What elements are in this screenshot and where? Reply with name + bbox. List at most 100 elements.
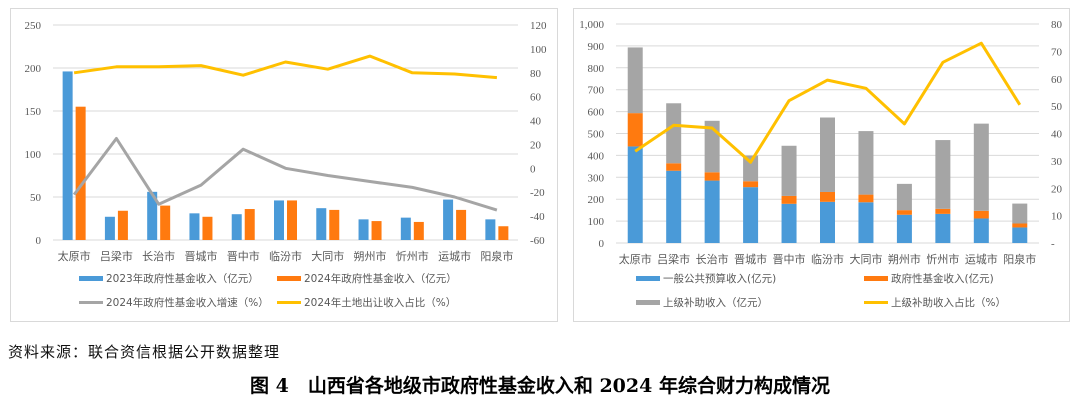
y-right-tick-label: 60 <box>1051 74 1063 86</box>
y-left-tick-label: 1,000 <box>579 19 604 31</box>
x-category-label: 长治市 <box>142 249 175 263</box>
series-line <box>72 137 498 212</box>
bar-segment <box>973 210 989 219</box>
bar <box>202 216 213 240</box>
bar <box>456 209 467 240</box>
legend-label: 一般公共预算收入(亿元) <box>663 273 777 285</box>
bar-segment <box>858 194 874 203</box>
y-left-tick-label: 900 <box>588 41 605 53</box>
y-left-tick-label: 0 <box>36 235 42 247</box>
bar-segment <box>666 163 682 171</box>
legend-label: 上级补助收入占比（%） <box>891 297 1006 309</box>
x-category-label: 晋中市 <box>227 249 260 263</box>
bar-segment <box>781 145 797 196</box>
series-line <box>634 41 1022 164</box>
y-left-tick-label: 500 <box>588 129 605 141</box>
y-right-tick-label: 0 <box>530 163 536 175</box>
bar <box>413 221 424 240</box>
bar-segment <box>1012 223 1028 228</box>
y-right-tick-label: 120 <box>530 20 547 32</box>
fiscal-composition-chart: 0 100 200 300 400 500 600 700 800 900 1,000 - 10 20 30… <box>579 19 1063 266</box>
bar-segment <box>820 191 835 202</box>
y-left-tick-label: 700 <box>588 85 605 97</box>
y-right-tick-label: 70 <box>1051 46 1063 58</box>
y-right-tick-label: 40 <box>1051 129 1063 141</box>
fund-income-chart-panel: 0 50 100 150 200 250 -60 -40 -20 0 20 40 60 80 100 120 太… <box>10 8 558 322</box>
legend-swatch <box>636 300 660 305</box>
y-right-tick-label: 100 <box>530 44 547 56</box>
x-category-label: 晋城市 <box>184 249 217 263</box>
fiscal-composition-chart-panel: 0 100 200 300 400 500 600 700 800 900 1,000 - 10 20 30… <box>573 8 1070 322</box>
x-category-label: 太原市 <box>619 252 652 266</box>
bar <box>358 219 369 240</box>
bar <box>160 205 171 240</box>
series-line <box>73 54 498 80</box>
legend-label: 上级补助收入（亿元） <box>663 297 768 309</box>
x-category-label: 临汾市 <box>269 249 302 263</box>
legend-label: 政府性基金收入(亿元) <box>891 273 994 285</box>
bar-segment <box>820 201 835 243</box>
bar-segment <box>704 172 720 181</box>
bar-segment <box>666 170 682 243</box>
bar-segment <box>627 47 643 114</box>
y-right-tick-label: 40 <box>530 116 542 128</box>
y-left-tick-label: 400 <box>588 150 605 162</box>
x-category-label: 太原市 <box>58 249 91 263</box>
x-category-label: 长治市 <box>696 252 729 266</box>
bar <box>316 208 327 240</box>
bar <box>75 106 86 240</box>
y-left-tick-label: 50 <box>30 192 42 204</box>
x-category-label: 运城市 <box>965 252 998 266</box>
bar-segment <box>858 131 874 195</box>
legend-label: 2023年政府性基金收入（亿元） <box>106 273 259 285</box>
y-right-tick-label: -40 <box>530 211 545 223</box>
legend-item-transfer-income: 上级补助收入（亿元） <box>636 295 768 310</box>
x-category-label: 忻州市 <box>926 252 959 266</box>
legend-swatch <box>277 276 301 281</box>
y-right-tick-label: 50 <box>1051 101 1063 113</box>
y-left-tick-label: 100 <box>588 216 605 228</box>
legend-item-2023-fund-income: 2023年政府性基金收入（亿元） <box>79 271 259 286</box>
bar-segment <box>704 120 720 173</box>
x-category-label: 运城市 <box>438 249 471 263</box>
x-category-label: 阳泉市 <box>1003 252 1036 266</box>
legend-item-2024-fund-income: 2024年政府性基金收入（亿元） <box>277 271 457 286</box>
y-left-tick-label: 100 <box>25 149 42 161</box>
bar <box>244 209 255 240</box>
bar <box>231 214 242 240</box>
bar-segment <box>666 103 682 164</box>
legend-swatch <box>864 301 888 304</box>
y-right-tick-label: 80 <box>530 68 542 80</box>
bar-segment <box>896 183 912 211</box>
y-left-tick-label: 0 <box>599 238 605 250</box>
legend-item-fund-growth: 2024年政府性基金收入增速（%） <box>79 295 269 310</box>
x-category-label: 临汾市 <box>811 252 844 266</box>
bar-segment <box>704 180 720 243</box>
legend-swatch <box>864 276 888 281</box>
bar-segment <box>743 181 759 188</box>
y-right-tick-label: 80 <box>1051 19 1063 31</box>
bar <box>485 219 496 240</box>
source-note: 资料来源：联合资信根据公开数据整理 <box>8 343 281 361</box>
x-category-label: 忻州市 <box>396 249 429 263</box>
legend-swatch <box>79 301 103 304</box>
figure-caption: 图 4 山西省各地级市政府性基金收入和 2024 年综合财力构成情况 <box>250 375 830 397</box>
bar <box>371 221 382 240</box>
legend-label: 2024年政府性基金收入（亿元） <box>304 273 457 285</box>
x-category-label: 晋中市 <box>773 252 806 266</box>
legend-item-transfer-share: 上级补助收入占比（%） <box>864 295 1006 310</box>
bar <box>287 200 297 240</box>
y-left-tick-label: 250 <box>25 20 42 32</box>
legend-label: 2024年政府性基金收入增速（%） <box>106 297 269 309</box>
y-left-tick-label: 300 <box>588 172 605 184</box>
legend-item-fund-income: 政府性基金收入(亿元) <box>864 271 994 286</box>
bar <box>329 209 340 240</box>
x-category-label: 吕梁市 <box>657 252 690 266</box>
bar <box>274 200 284 240</box>
bar <box>189 213 200 240</box>
bar <box>117 210 128 240</box>
bar-segment <box>627 113 643 147</box>
y-left-tick-label: 600 <box>588 107 605 119</box>
bar <box>498 226 509 240</box>
bar-segment <box>935 213 951 243</box>
